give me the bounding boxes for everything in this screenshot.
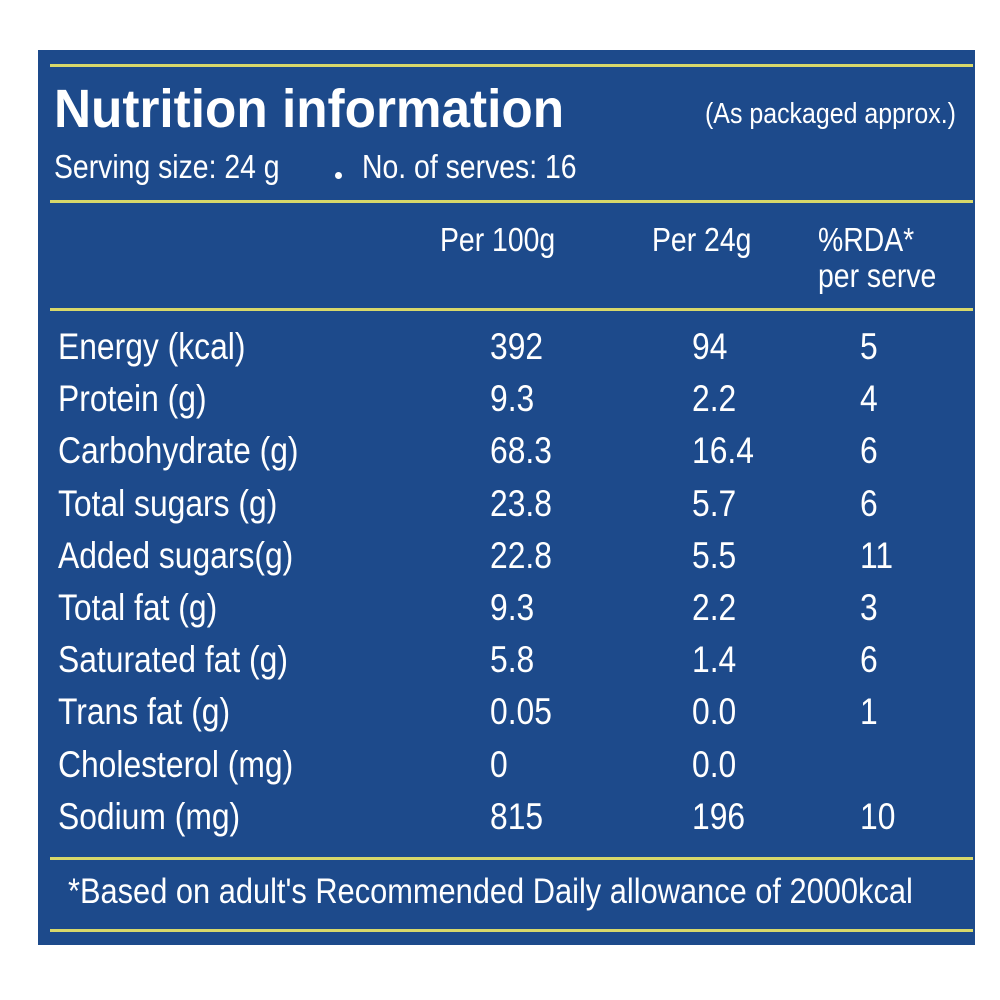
rule [50,929,973,932]
rule [50,857,973,860]
nutrient-value: 94 [692,326,728,367]
nutrient-value: 6 [860,639,878,681]
nutrient-value: 9.3 [490,587,535,628]
nutrient-label: Cholesterol (mg) [58,743,294,785]
nutrient-value: 3 [860,587,878,628]
nutrient-value: 392 [490,326,544,367]
nutrient-value: 68.3 [490,430,552,472]
nutrient-label: Added sugars(g) [58,534,294,576]
rule [50,308,973,311]
footnote: *Based on adult's Recommended Daily allo… [68,872,913,911]
nutrient-label: Sodium (mg) [58,795,241,837]
nutrient-value: 6 [860,482,878,524]
nutrient-value: 5 [860,326,878,367]
nutrient-value: 16.4 [692,430,754,472]
title: Nutrition information [54,79,565,139]
nutrient-value: 1.4 [692,639,737,681]
nutrient-value: 5.8 [490,639,535,681]
nutrient-value: 0 [490,743,508,785]
nutrient-value: 0.0 [692,691,737,733]
nutrient-label: Saturated fat (g) [58,639,288,681]
nutrient-value: 5.5 [692,534,737,576]
nutrient-label: Trans fat (g) [58,691,231,733]
nutrition-panel: Nutrition information (As packaged appro… [38,50,975,945]
nutrient-value: 22.8 [490,534,552,576]
nutrient-label: Carbohydrate (g) [58,430,299,472]
note: (As packaged approx.) [705,98,956,130]
nutrient-value: 2.2 [692,587,737,628]
nutrient-value: 196 [692,795,746,837]
nutrient-value: 4 [860,378,878,420]
serving-size: Serving size: 24 g [54,148,280,185]
rule [50,64,973,67]
nutrient-value: 2.2 [692,378,737,420]
nutrient-value: 9.3 [490,378,535,420]
nutrient-label: Energy (kcal) [58,326,246,367]
column-header: Per 100g [440,221,556,258]
column-header: Per 24g [652,221,752,258]
separator-dot [335,172,342,179]
nutrient-value: 6 [860,430,878,472]
serves: No. of serves: 16 [362,148,577,185]
rule [50,200,973,203]
column-header: %RDA* per serve [818,221,937,294]
nutrient-value: 23.8 [490,482,552,524]
nutrient-value: 0.0 [692,743,737,785]
nutrient-value: 1 [860,691,878,733]
nutrient-value: 11 [860,534,894,576]
nutrient-label: Total fat (g) [58,587,218,628]
nutrient-value: 815 [490,795,544,837]
nutrient-value: 10 [860,795,896,837]
nutrient-label: Protein (g) [58,378,207,420]
nutrient-value: 0.05 [490,691,552,733]
nutrient-value: 5.7 [692,482,737,524]
nutrient-label: Total sugars (g) [58,482,278,524]
